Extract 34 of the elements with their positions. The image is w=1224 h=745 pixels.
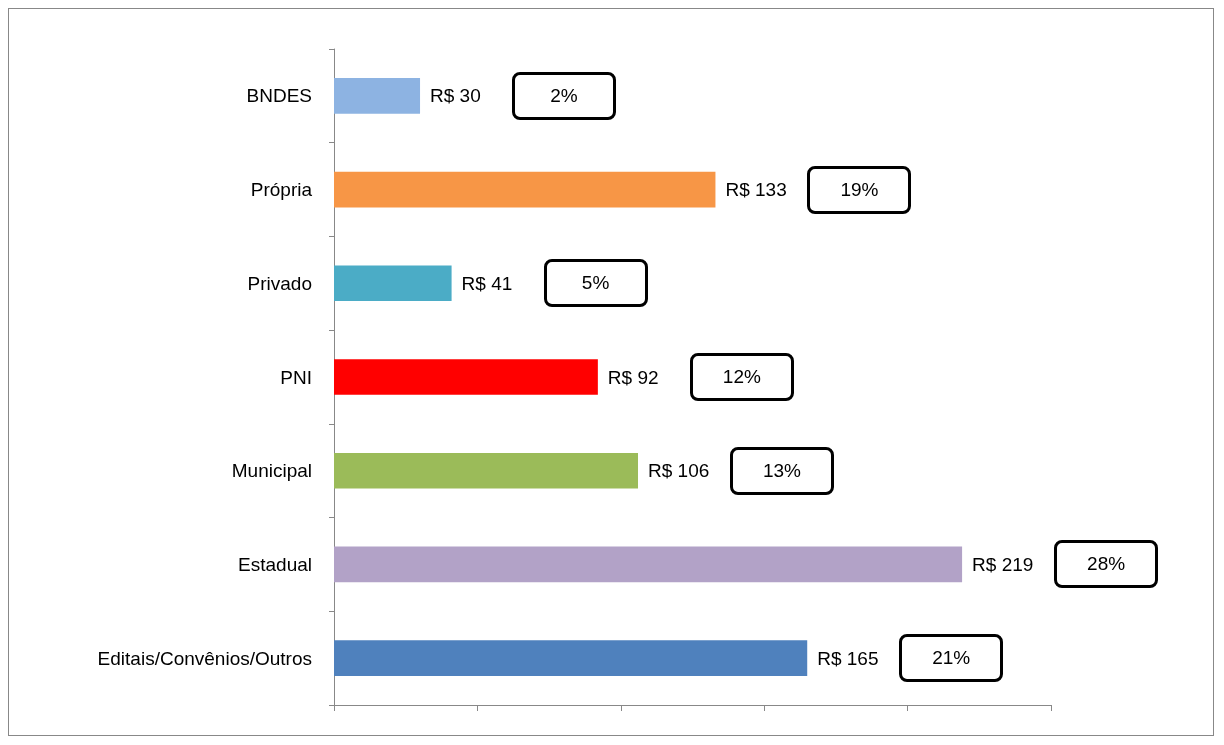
annotation: 19% xyxy=(840,178,879,201)
y-tick-label: PNI xyxy=(280,366,312,388)
y-tick-label: Privado xyxy=(247,272,312,294)
rounded-frame: 28% xyxy=(1054,540,1159,589)
rounded-frame: 13% xyxy=(730,446,834,495)
y-tick-label: Estadual xyxy=(238,553,312,575)
annotation: 21% xyxy=(932,647,971,670)
data-label: R$ 133 xyxy=(725,179,787,201)
bar xyxy=(334,171,716,208)
bar xyxy=(334,359,598,395)
rounded-frame: 5% xyxy=(543,259,648,308)
data-label: R$ 92 xyxy=(607,366,659,388)
data-label: R$ 41 xyxy=(461,272,513,294)
data-label: R$ 165 xyxy=(817,647,879,669)
bar xyxy=(334,640,808,676)
bar xyxy=(334,546,963,583)
bar xyxy=(334,265,452,302)
data-label: R$ 106 xyxy=(648,460,710,482)
rounded-frame: 12% xyxy=(689,353,794,401)
annotation: 5% xyxy=(581,272,610,295)
y-tick-label: Própria xyxy=(250,179,313,201)
annotation: 12% xyxy=(722,366,761,388)
annotation: 13% xyxy=(762,459,802,482)
y-tick-label: BNDES xyxy=(246,85,312,107)
data-label: R$ 219 xyxy=(972,553,1034,575)
bar xyxy=(334,78,421,114)
bar xyxy=(334,452,639,489)
rounded-frame: 2% xyxy=(512,71,617,120)
rounded-frame: 21% xyxy=(899,634,1004,683)
rounded-frame: 19% xyxy=(807,165,912,214)
annotation: 2% xyxy=(550,84,578,107)
y-tick-label: Editais/Convênios/Outros xyxy=(97,647,312,669)
data-label: R$ 30 xyxy=(430,85,481,107)
y-tick-label: Municipal xyxy=(231,460,312,482)
